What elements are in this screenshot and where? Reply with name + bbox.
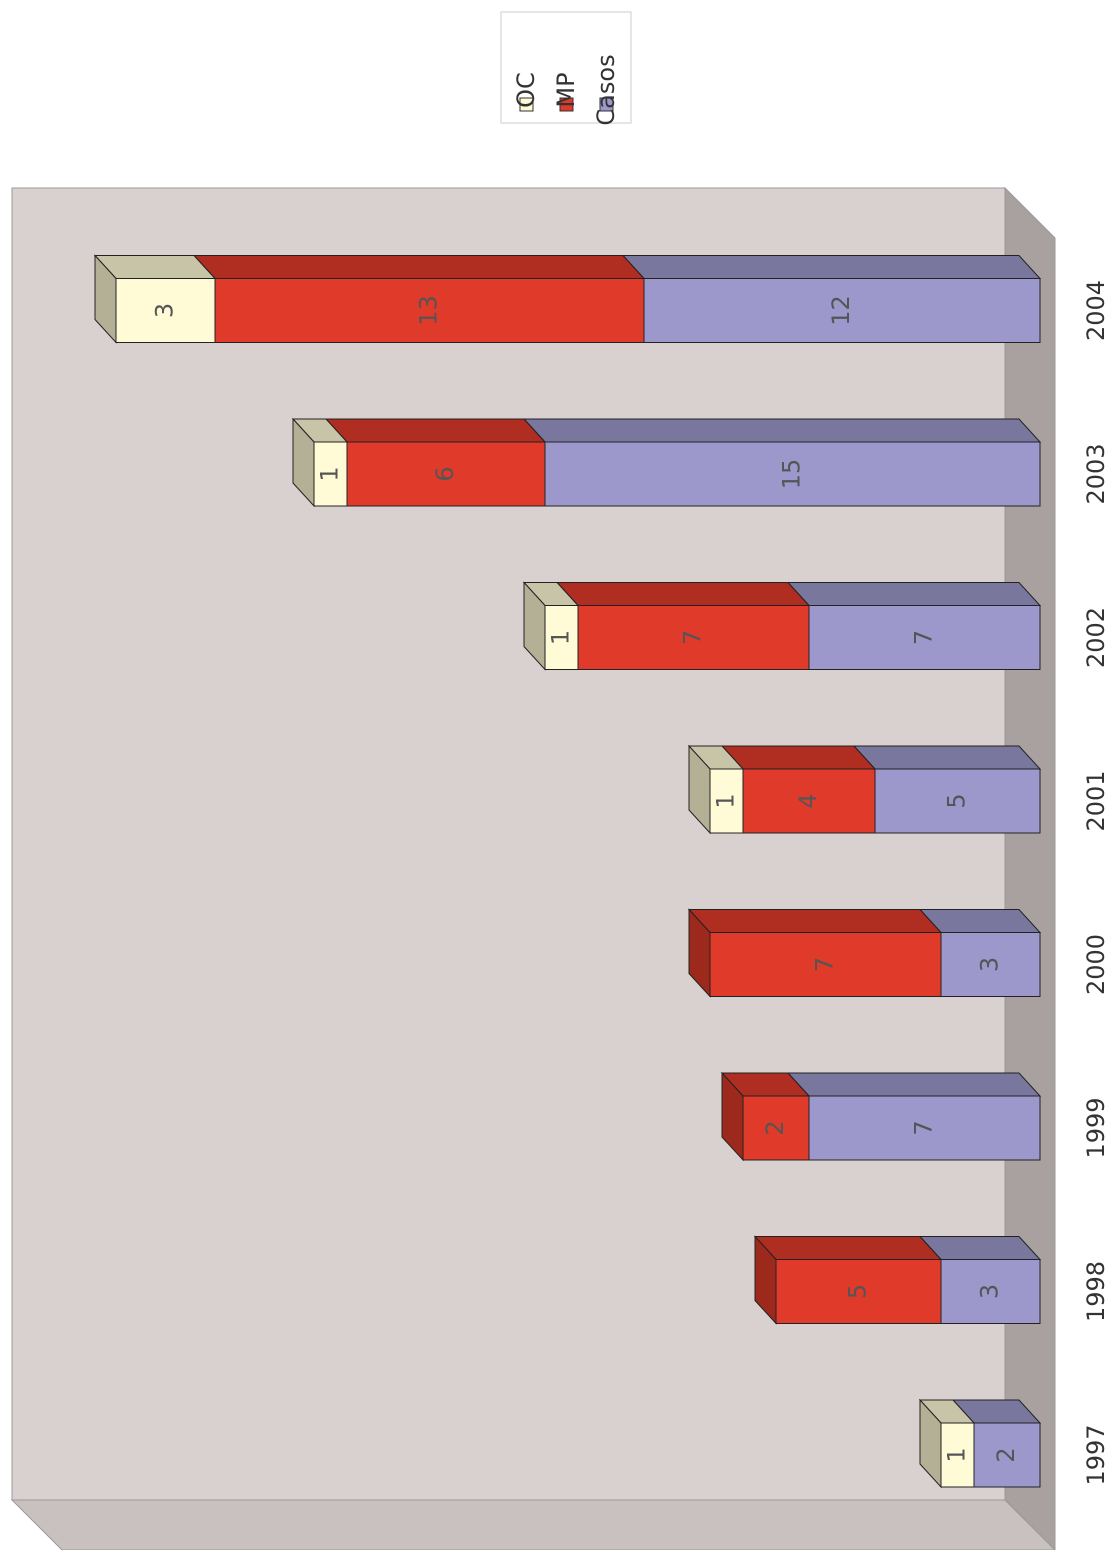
data-label: 12: [827, 295, 855, 326]
bar: [940, 1422, 975, 1488]
bar-side: [523, 581, 546, 671]
bar: [577, 605, 810, 670]
bar-side: [754, 1235, 777, 1325]
bar: [709, 768, 744, 834]
data-label: 5: [943, 793, 971, 808]
data-label: 3: [976, 1284, 1004, 1299]
bar: [115, 278, 216, 343]
bar-top: [555, 582, 811, 606]
data-label: 7: [679, 630, 707, 645]
bar-top: [522, 418, 1042, 443]
legend-swatch: [599, 97, 614, 112]
data-label: 1: [943, 1447, 971, 1462]
data-label: 1: [712, 793, 740, 808]
data-label: 1: [316, 466, 344, 481]
x-tick-label: 2002: [1082, 607, 1110, 668]
side-wall: [10, 1499, 1057, 1551]
data-label: 13: [415, 295, 443, 326]
bar-top: [786, 582, 1042, 606]
data-label: 3: [976, 957, 1004, 972]
legend-label: MP: [552, 72, 580, 107]
bar-side: [292, 417, 315, 508]
bar-top: [786, 1072, 1042, 1097]
x-tick-label: 2003: [1082, 443, 1110, 504]
data-label: 7: [910, 1120, 938, 1135]
bar: [808, 1095, 1041, 1161]
bar: [742, 768, 876, 834]
bar-top: [687, 909, 943, 933]
bar-top: [720, 745, 877, 770]
data-label: 3: [151, 303, 179, 318]
data-label: 6: [431, 466, 459, 481]
bar-top: [852, 745, 1042, 770]
bar: [874, 768, 1041, 834]
legend-swatch: [519, 97, 534, 112]
legend-label: OC: [512, 72, 540, 108]
data-label: 7: [811, 957, 839, 972]
data-label: 7: [910, 630, 938, 645]
data-label: 2: [992, 1447, 1020, 1462]
data-label: 15: [778, 459, 806, 490]
bar-side: [688, 908, 711, 998]
data-label: 2: [761, 1120, 789, 1135]
bar: [544, 441, 1041, 507]
x-tick-label: 2004: [1082, 280, 1110, 341]
bar-side: [721, 1071, 744, 1162]
bar: [775, 1259, 942, 1324]
legend-label: Casos: [592, 54, 620, 125]
data-label: 4: [794, 793, 822, 808]
bar: [346, 441, 546, 507]
bar-top: [753, 1236, 943, 1260]
bar-side: [688, 744, 711, 835]
bar: [940, 932, 1041, 997]
x-tick-label: 1999: [1082, 1097, 1110, 1158]
bar: [214, 278, 645, 343]
data-label: 1: [547, 630, 575, 645]
x-tick-label: 1997: [1082, 1424, 1110, 1485]
bar: [544, 605, 579, 670]
x-tick-label: 1998: [1082, 1261, 1110, 1322]
bar-top: [621, 255, 1042, 279]
bar-side: [919, 1398, 942, 1489]
x-tick-label: 2001: [1082, 770, 1110, 831]
bar-top: [324, 418, 547, 443]
x-tick-label: 2000: [1082, 934, 1110, 995]
bar-top: [192, 255, 646, 279]
legend-swatch: [559, 97, 574, 112]
bar-side: [94, 254, 117, 344]
floor: [1004, 186, 1056, 1552]
data-label: 5: [844, 1284, 872, 1299]
bar: [643, 278, 1041, 343]
